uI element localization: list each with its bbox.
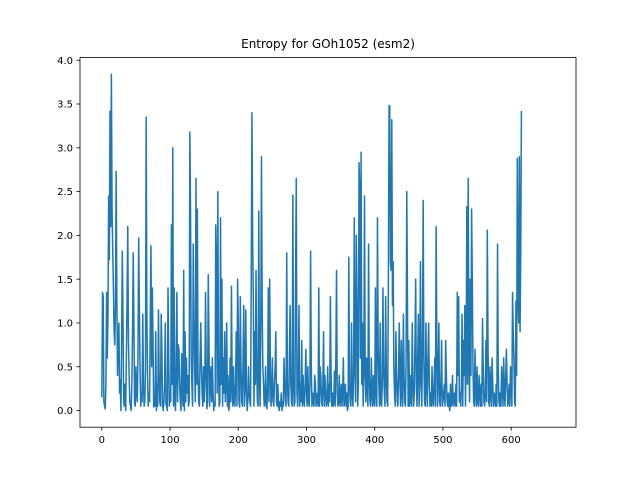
chart-title: Entropy for GOh1052 (esm2) [241,37,415,51]
y-tick-label: 1.0 [57,319,73,330]
y-tick-label: 3.5 [57,100,73,111]
x-tick-label: 500 [433,435,452,446]
y-tick-label: 3.0 [57,143,73,154]
y-tick-label: 0.5 [57,362,73,373]
x-tick-label: 600 [502,435,521,446]
plot-frame [79,57,577,428]
x-tick-label: 400 [365,435,384,446]
x-tick-label: 200 [229,435,248,446]
x-axis: 0 100 200 300 400 500 600 [99,427,521,446]
plot-area: 0 100 200 300 400 500 600 0.0 0.5 1.0 1.5 2.0 2.5 3.… [57,56,577,446]
y-axis: 0.0 0.5 1.0 1.5 2.0 2.5 3.0 3.5 4.0 [57,56,80,417]
y-tick-label: 4.0 [57,56,73,67]
x-tick-label: 300 [297,435,316,446]
series-layer [101,73,523,412]
y-tick-label: 0.0 [57,406,73,417]
y-tick-label: 1.5 [57,275,73,286]
x-tick-label: 100 [161,435,180,446]
y-tick-label: 2.5 [57,187,73,198]
x-tick-label: 0 [99,435,105,446]
entropy-series-line [101,73,523,412]
y-tick-label: 2.0 [57,231,73,242]
